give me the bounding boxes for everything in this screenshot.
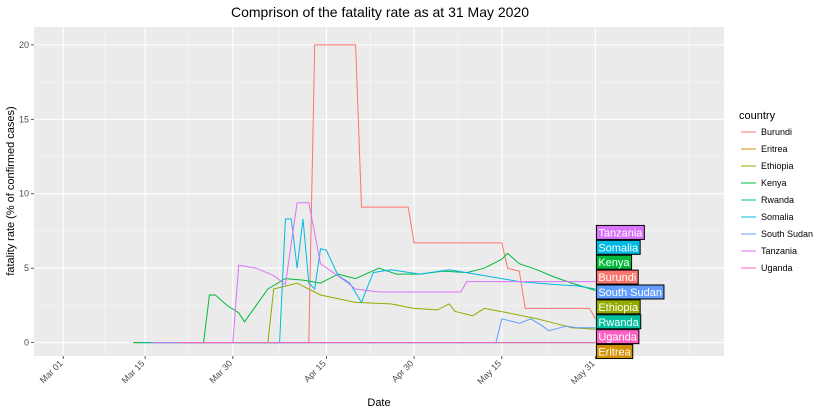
- y-tick-label: 20: [19, 40, 29, 50]
- end-label-text: Rwanda: [598, 317, 639, 329]
- legend-title: country: [739, 110, 776, 122]
- series-line-tanzania: [150, 202, 596, 344]
- end-label-text: Ethiopia: [598, 302, 639, 314]
- legend-label: Somalia: [761, 212, 794, 222]
- end-label-box: [595, 284, 665, 300]
- end-label-tanzania: Tanzania: [595, 224, 645, 240]
- end-label-uganda: Uganda: [595, 329, 640, 345]
- series-lines: [133, 44, 596, 344]
- end-label-somalia: Somalia: [595, 239, 641, 255]
- y-tick-label: 15: [19, 114, 29, 124]
- end-label-box: [595, 254, 633, 270]
- y-axis-title: fatality rate (% of confirmed cases): [5, 106, 17, 275]
- end-label-ethiopia: Ethiopia: [595, 299, 641, 315]
- legend-label: Tanzania: [761, 246, 797, 256]
- series-line-south-sudan: [267, 318, 596, 344]
- end-label-box: [595, 329, 640, 345]
- end-label-box: [595, 344, 634, 360]
- legend-label: Burundi: [761, 127, 792, 137]
- legend-label: Ethiopia: [761, 161, 794, 171]
- end-label-text: Uganda: [598, 332, 637, 344]
- legend: country Burundi Eritrea Ethiopia Kenya Rwand…: [739, 110, 813, 273]
- end-label-eritrea: Eritrea: [595, 344, 634, 360]
- end-label-box: [595, 314, 642, 330]
- x-axis-title: Date: [367, 397, 390, 409]
- legend-label: Uganda: [761, 263, 793, 273]
- series-line-kenya: [133, 252, 596, 344]
- series-line-somalia: [150, 218, 596, 344]
- end-label-box: [595, 239, 641, 255]
- chart-title: Comprison of the fatality rate as at 31 …: [231, 4, 529, 20]
- end-label-kenya: Kenya: [595, 254, 633, 270]
- y-tick-label: 5: [24, 263, 29, 273]
- end-label-text: Burundi: [598, 272, 636, 284]
- minor-gridlines: [34, 27, 724, 356]
- end-label-box: [595, 299, 641, 315]
- end-label-box: [595, 224, 645, 240]
- end-label-text: South Sudan: [598, 287, 662, 299]
- end-label-box: [595, 269, 639, 285]
- y-tick-label: 0: [24, 338, 29, 348]
- end-label-text: Kenya: [598, 257, 630, 269]
- end-label-text: Tanzania: [598, 227, 643, 239]
- legend-label: Kenya: [761, 178, 787, 188]
- end-labels: Tanzania Somalia Kenya Burundi South Sudan Et…: [595, 224, 665, 360]
- end-label-text: Eritrea: [598, 347, 631, 359]
- end-label-rwanda: Rwanda: [595, 314, 642, 330]
- series-line-burundi: [238, 44, 596, 344]
- end-label-burundi: Burundi: [595, 269, 639, 285]
- end-label-south-sudan: South Sudan: [595, 284, 665, 300]
- legend-label: Eritrea: [761, 144, 788, 154]
- legend-label: South Sudan: [761, 229, 813, 239]
- legend-label: Rwanda: [761, 195, 794, 205]
- end-label-text: Somalia: [598, 242, 639, 254]
- y-axis-ticks: 0 5 10 15 20: [19, 40, 34, 348]
- y-tick-label: 10: [19, 189, 29, 199]
- series-line-ethiopia: [133, 282, 596, 344]
